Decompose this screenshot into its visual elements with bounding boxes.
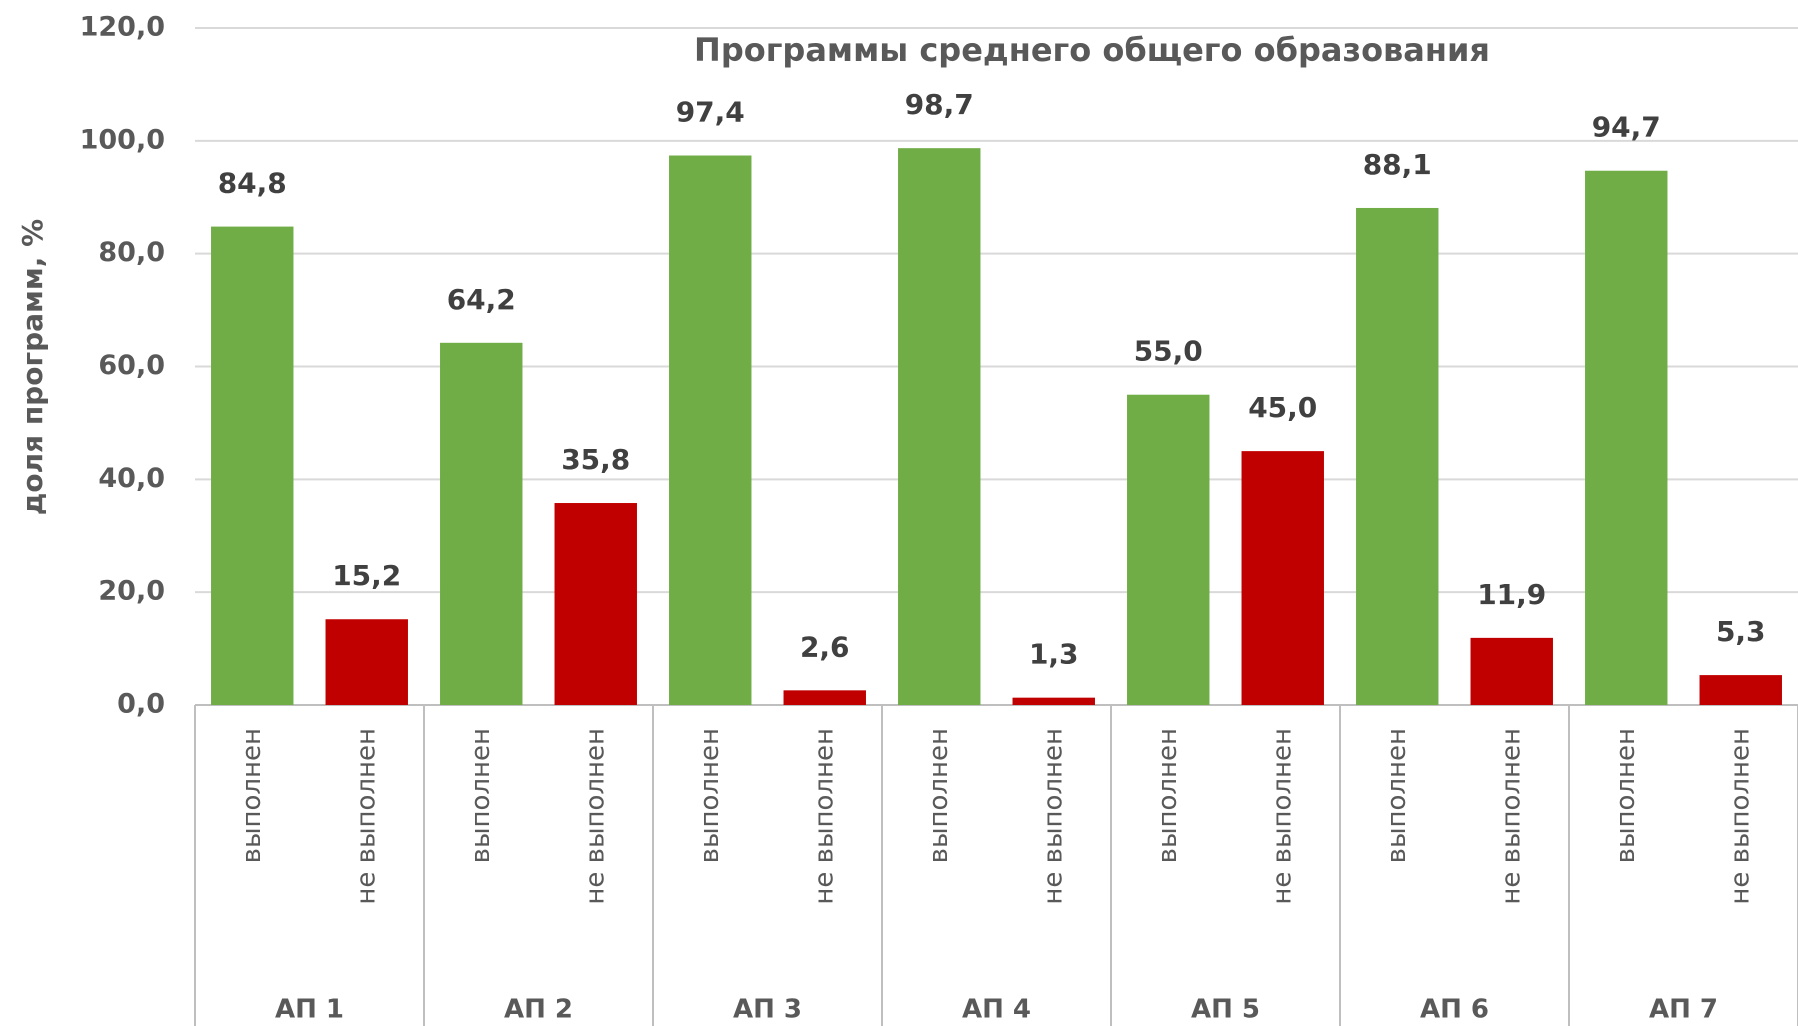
data-label: 11,9 [1477,578,1546,611]
x-tick-label: не выполнен [351,728,381,905]
y-tick-label: 20,0 [98,576,165,607]
x-tick-label: выполнен [924,728,954,863]
group-label: АП 1 [275,995,344,1025]
y-tick-label: 100,0 [80,124,165,155]
bar [898,148,981,706]
data-label: 84,8 [218,167,287,200]
data-label: 35,8 [561,443,630,476]
bar [440,342,523,705]
x-tick-label: выполнен [1153,728,1183,863]
x-tick-label: выполнен [1382,728,1412,863]
group-label: АП 5 [1191,995,1260,1025]
x-tick-label: не выполнен [580,728,610,905]
bar [783,690,866,705]
y-tick-label: 80,0 [98,237,165,268]
y-axis-label: доля программ, % [16,219,49,516]
bar [1470,637,1553,705]
group-label: АП 4 [962,995,1031,1025]
bar [1585,170,1668,706]
x-tick-label: не выполнен [1267,728,1297,905]
group-label: АП 3 [733,995,802,1025]
x-tick-label: не выполнен [1038,728,1068,905]
x-tick-label: выполнен [1611,728,1641,863]
data-label: 97,4 [676,96,745,129]
x-tick-label: не выполнен [809,728,839,905]
data-label: 5,3 [1716,615,1766,648]
bar [1241,451,1324,705]
data-label: 88,1 [1363,148,1432,181]
x-tick-label: не выполнен [1725,728,1755,905]
bar [1127,394,1210,705]
y-tick-label: 60,0 [98,350,165,381]
x-tick-label: выполнен [695,728,725,863]
chart-title: Программы среднего общего образования [694,31,1490,69]
data-label: 64,2 [447,283,516,316]
data-label: 55,0 [1134,335,1203,368]
bar [1699,675,1782,705]
bar [669,155,752,706]
group-label: АП 6 [1420,995,1489,1025]
x-tick-label: не выполнен [1496,728,1526,905]
data-label: 2,6 [800,630,850,663]
bar [1012,697,1095,705]
x-tick-label: выполнен [466,728,496,863]
y-tick-label: 0,0 [117,689,165,720]
data-label: 45,0 [1248,391,1317,424]
group-label: АП 2 [504,995,573,1025]
y-tick-label: 40,0 [98,463,165,494]
group-label: АП 7 [1649,995,1718,1025]
y-tick-label: 120,0 [80,12,165,43]
data-label: 15,2 [332,559,401,592]
data-label: 94,7 [1592,111,1661,144]
x-tick-label: выполнен [237,728,267,863]
bar [1356,207,1439,705]
bar [211,226,294,705]
data-label: 1,3 [1029,638,1079,671]
data-label: 98,7 [905,88,974,121]
bar [554,503,637,705]
bar [325,619,408,705]
